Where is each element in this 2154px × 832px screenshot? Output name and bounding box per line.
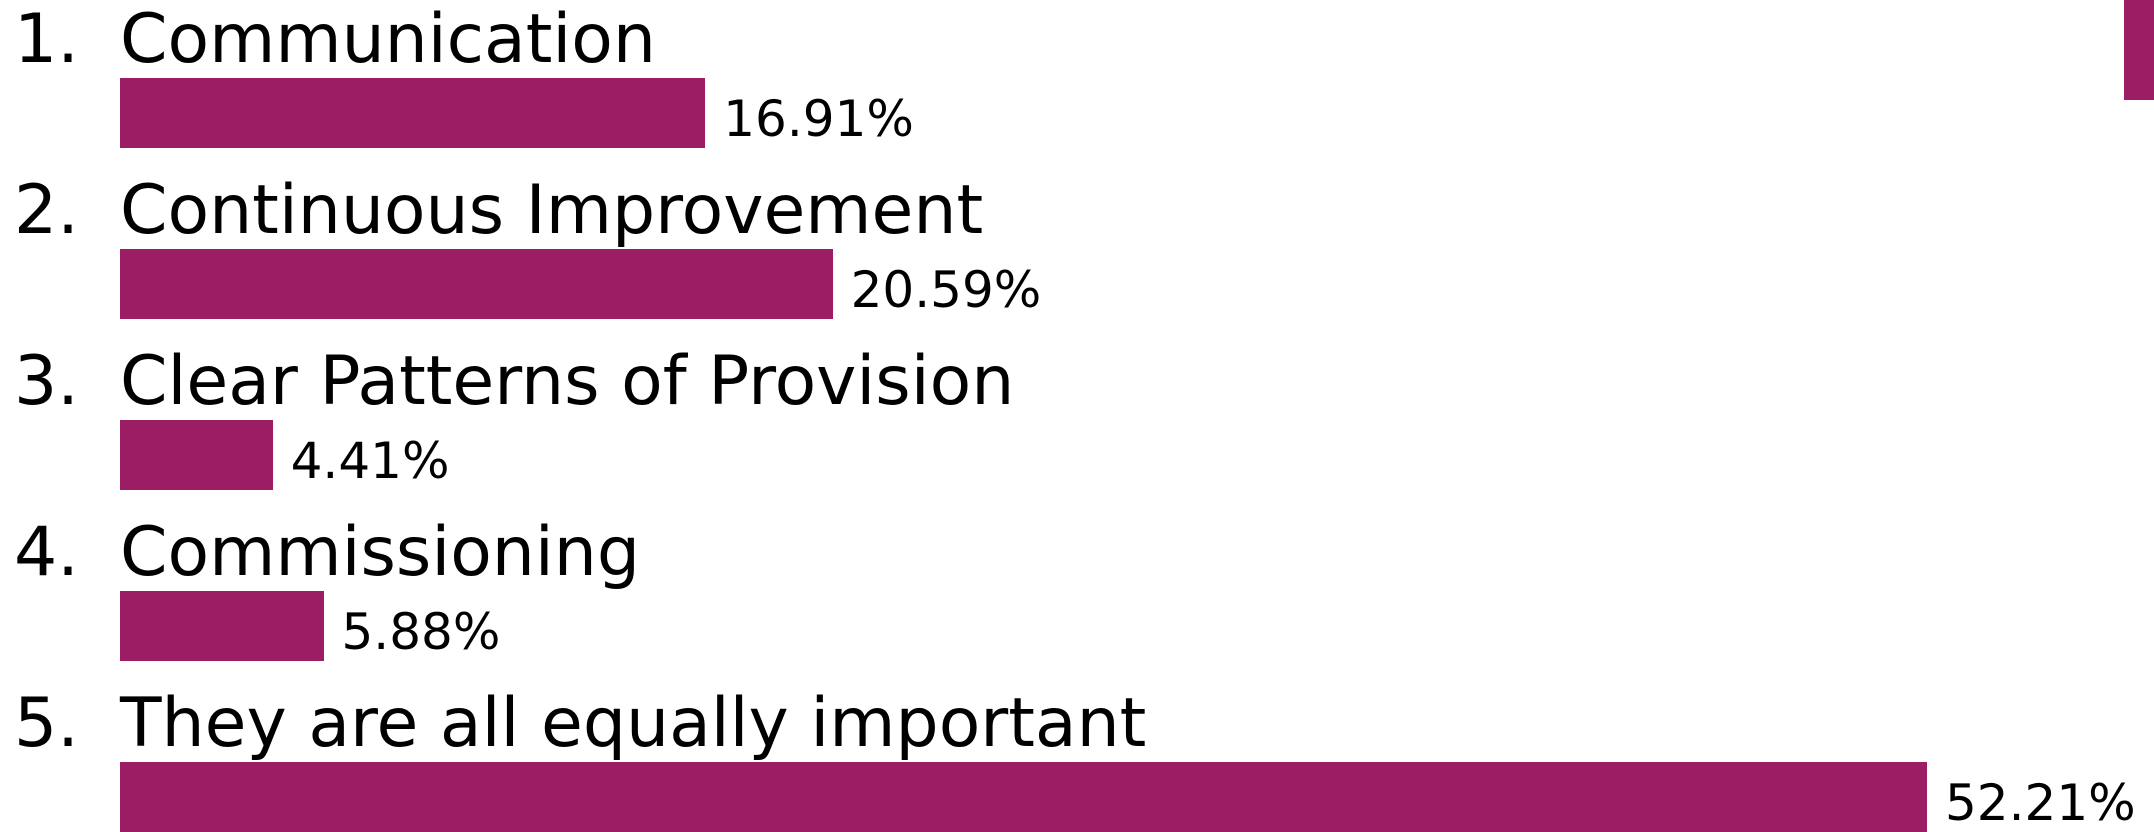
value-label: 20.59%: [850, 261, 1042, 319]
bar: [120, 249, 833, 319]
value-label: 4.41%: [290, 432, 450, 490]
category-number: 5.: [14, 684, 79, 763]
category-number: 2.: [14, 171, 79, 250]
category-number: 3.: [14, 342, 79, 421]
bar: [120, 591, 324, 661]
bar: [120, 78, 706, 148]
category-label: Communication: [120, 0, 656, 79]
category-number: 1.: [14, 0, 79, 79]
bar: [120, 762, 1927, 832]
value-label: 5.88%: [341, 603, 501, 661]
bar: [120, 420, 273, 490]
corner-accent-tab: [2124, 0, 2154, 100]
value-label: 16.91%: [723, 90, 914, 148]
value-label: 52.21%: [1945, 774, 2136, 832]
category-label: They are all equally important: [120, 684, 1147, 763]
category-label: Continuous Improvement: [120, 171, 984, 250]
category-number: 4.: [14, 513, 79, 592]
category-label: Commissioning: [120, 513, 641, 592]
category-label: Clear Patterns of Provision: [120, 342, 1015, 421]
